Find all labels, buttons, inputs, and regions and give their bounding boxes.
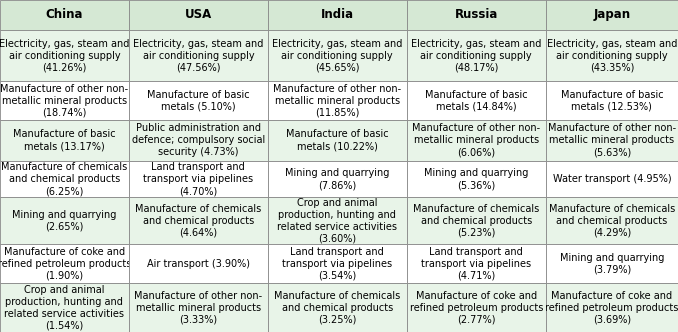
Text: China: China <box>45 8 83 22</box>
Text: Manufacture of other non-
metallic mineral products
(11.85%): Manufacture of other non- metallic miner… <box>273 84 401 118</box>
Text: Crop and animal
production, hunting and
related service activities
(3.60%): Crop and animal production, hunting and … <box>277 198 397 244</box>
Text: Land transport and
transport via pipelines
(3.54%): Land transport and transport via pipelin… <box>282 247 393 281</box>
Text: Manufacture of coke and
refined petroleum products
(1.90%): Manufacture of coke and refined petroleu… <box>0 247 131 281</box>
Bar <box>407 283 546 332</box>
Text: USA: USA <box>184 8 212 22</box>
Text: Manufacture of basic
metals (14.84%): Manufacture of basic metals (14.84%) <box>425 90 527 112</box>
Text: Electricity, gas, steam and
air conditioning supply
(47.56%): Electricity, gas, steam and air conditio… <box>133 39 264 73</box>
Bar <box>407 30 546 81</box>
Bar <box>129 81 268 120</box>
Bar <box>268 283 407 332</box>
Bar <box>129 30 268 81</box>
Text: Manufacture of basic
metals (13.17%): Manufacture of basic metals (13.17%) <box>13 129 116 151</box>
Text: India: India <box>321 8 354 22</box>
Bar <box>0 30 129 81</box>
Bar <box>129 197 268 244</box>
Text: Manufacture of other non-
metallic mineral products
(3.33%): Manufacture of other non- metallic miner… <box>134 290 262 325</box>
Text: Manufacture of basic
metals (12.53%): Manufacture of basic metals (12.53%) <box>561 90 663 112</box>
Text: Manufacture of coke and
refined petroleum products
(2.77%): Manufacture of coke and refined petroleu… <box>410 290 543 325</box>
Bar <box>546 197 678 244</box>
Bar <box>407 161 546 197</box>
Text: Manufacture of other non-
metallic mineral products
(18.74%): Manufacture of other non- metallic miner… <box>1 84 128 118</box>
Bar <box>268 161 407 197</box>
Text: Manufacture of coke and
refined petroleum products
(3.69%): Manufacture of coke and refined petroleu… <box>545 290 678 325</box>
Bar <box>546 161 678 197</box>
Bar <box>268 30 407 81</box>
Bar <box>407 120 546 161</box>
Text: Mining and quarrying
(7.86%): Mining and quarrying (7.86%) <box>285 168 389 190</box>
Bar <box>268 244 407 283</box>
Bar <box>0 120 129 161</box>
Bar <box>0 0 129 30</box>
Bar <box>0 81 129 120</box>
Bar <box>546 0 678 30</box>
Bar <box>546 120 678 161</box>
Bar <box>546 244 678 283</box>
Text: Public administration and
defence; compulsory social
security (4.73%): Public administration and defence; compu… <box>132 123 265 157</box>
Text: Manufacture of chemicals
and chemical products
(5.23%): Manufacture of chemicals and chemical pr… <box>413 204 540 238</box>
Bar <box>129 283 268 332</box>
Text: Japan: Japan <box>593 8 631 22</box>
Text: Mining and quarrying
(5.36%): Mining and quarrying (5.36%) <box>424 168 528 190</box>
Text: Manufacture of basic
metals (5.10%): Manufacture of basic metals (5.10%) <box>147 90 250 112</box>
Bar <box>268 0 407 30</box>
Text: Mining and quarrying
(3.79%): Mining and quarrying (3.79%) <box>560 253 664 275</box>
Bar <box>129 244 268 283</box>
Bar <box>0 244 129 283</box>
Bar <box>129 120 268 161</box>
Text: Electricity, gas, steam and
air conditioning supply
(41.26%): Electricity, gas, steam and air conditio… <box>0 39 129 73</box>
Bar <box>0 197 129 244</box>
Bar <box>0 161 129 197</box>
Text: Russia: Russia <box>455 8 498 22</box>
Bar <box>546 81 678 120</box>
Text: Manufacture of basic
metals (10.22%): Manufacture of basic metals (10.22%) <box>286 129 388 151</box>
Bar <box>407 197 546 244</box>
Text: Manufacture of other non-
metallic mineral products
(5.63%): Manufacture of other non- metallic miner… <box>548 123 676 157</box>
Text: Manufacture of chemicals
and chemical products
(6.25%): Manufacture of chemicals and chemical pr… <box>1 162 127 196</box>
Bar <box>407 81 546 120</box>
Text: Electricity, gas, steam and
air conditioning supply
(48.17%): Electricity, gas, steam and air conditio… <box>411 39 542 73</box>
Bar <box>129 0 268 30</box>
Text: Manufacture of other non-
metallic mineral products
(6.06%): Manufacture of other non- metallic miner… <box>412 123 540 157</box>
Bar <box>546 283 678 332</box>
Text: Electricity, gas, steam and
air conditioning supply
(43.35%): Electricity, gas, steam and air conditio… <box>546 39 677 73</box>
Bar <box>407 244 546 283</box>
Text: Land transport and
transport via pipelines
(4.70%): Land transport and transport via pipelin… <box>143 162 254 196</box>
Text: Manufacture of chemicals
and chemical products
(3.25%): Manufacture of chemicals and chemical pr… <box>274 290 401 325</box>
Bar <box>268 197 407 244</box>
Bar <box>268 120 407 161</box>
Bar <box>546 30 678 81</box>
Text: Land transport and
transport via pipelines
(4.71%): Land transport and transport via pipelin… <box>421 247 532 281</box>
Text: Electricity, gas, steam and
air conditioning supply
(45.65%): Electricity, gas, steam and air conditio… <box>272 39 403 73</box>
Text: Mining and quarrying
(2.65%): Mining and quarrying (2.65%) <box>12 210 117 232</box>
Text: Manufacture of chemicals
and chemical products
(4.29%): Manufacture of chemicals and chemical pr… <box>549 204 675 238</box>
Bar <box>129 161 268 197</box>
Text: Manufacture of chemicals
and chemical products
(4.64%): Manufacture of chemicals and chemical pr… <box>135 204 262 238</box>
Bar <box>407 0 546 30</box>
Text: Crop and animal
production, hunting and
related service activities
(1.54%): Crop and animal production, hunting and … <box>5 285 124 331</box>
Bar <box>0 283 129 332</box>
Text: Air transport (3.90%): Air transport (3.90%) <box>147 259 250 269</box>
Bar <box>268 81 407 120</box>
Text: Water transport (4.95%): Water transport (4.95%) <box>553 174 671 184</box>
